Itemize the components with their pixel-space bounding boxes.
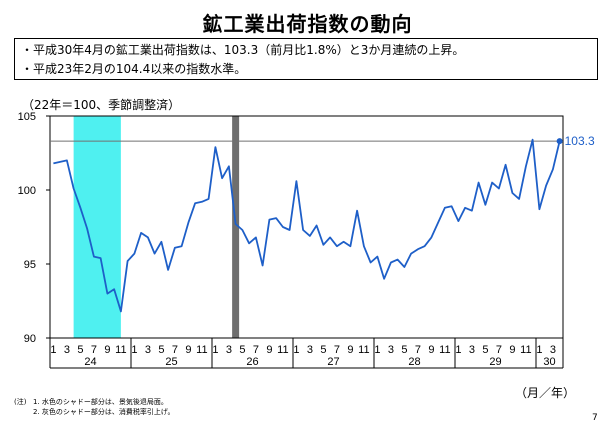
- month-tick-label: 9: [347, 344, 353, 356]
- month-tick-label: 3: [388, 344, 394, 356]
- month-tick-label: 9: [509, 344, 515, 356]
- month-tick-label: 5: [482, 344, 488, 356]
- month-tick-label: 1: [374, 344, 380, 356]
- x-axis-unit: （月／年）: [515, 386, 576, 400]
- month-tick-label: 7: [496, 344, 502, 356]
- month-tick-label: 5: [401, 344, 407, 356]
- month-tick-label: 3: [469, 344, 475, 356]
- year-label: 29: [489, 356, 501, 368]
- month-tick-label: 5: [239, 344, 245, 356]
- month-tick-label: 11: [520, 344, 531, 356]
- month-tick-label: 1: [293, 344, 299, 356]
- page-title: 鉱工業出荷指数の動向: [202, 12, 413, 36]
- month-tick-label: 3: [145, 344, 151, 356]
- month-tick-label: 5: [320, 344, 326, 356]
- month-tick-label: 1: [50, 344, 56, 356]
- plot-frame: [49, 115, 564, 339]
- y-tick-label: 95: [24, 259, 36, 271]
- footnote-label: (注): [14, 398, 27, 406]
- month-tick-label: 7: [334, 344, 340, 356]
- y-tick-label: 105: [18, 111, 36, 123]
- year-label: 25: [165, 356, 177, 368]
- year-label: 27: [327, 356, 339, 368]
- month-tick-label: 7: [172, 344, 178, 356]
- latest-value-label: 103.3: [565, 134, 595, 148]
- y-tick-label: 100: [18, 185, 36, 197]
- unit-note: （22年＝100、季節調整済）: [22, 98, 181, 112]
- page-number: 7: [592, 413, 598, 423]
- footnote-1: 1. 水色のシャドー部分は、景気後退局面。: [33, 398, 168, 406]
- latest-value-marker: [556, 138, 563, 145]
- month-tick-label: 1: [536, 344, 542, 356]
- year-label: 28: [408, 356, 420, 368]
- summary-line: ・平成30年4月の鉱工業出荷指数は、103.3（前月比1.8%）と3か月連続の上…: [21, 43, 465, 57]
- month-tick-label: 5: [77, 344, 83, 356]
- month-tick-label: 9: [428, 344, 434, 356]
- month-tick-label: 3: [307, 344, 313, 356]
- footnote-2: 2. 灰色のシャドー部分は、消費税率引上げ。: [33, 408, 175, 416]
- month-tick-label: 9: [266, 344, 272, 356]
- summary-line: ・平成23年2月の104.4以来の指数水準。: [21, 62, 247, 76]
- month-tick-label: 11: [439, 344, 450, 356]
- month-tick-label: 5: [158, 344, 164, 356]
- summary-box: ・平成30年4月の鉱工業出荷指数は、103.3（前月比1.8%）と3か月連続の上…: [14, 38, 598, 80]
- month-tick-label: 11: [358, 344, 369, 356]
- month-tick-label: 11: [196, 344, 207, 356]
- month-tick-label: 7: [253, 344, 259, 356]
- month-tick-label: 3: [550, 344, 556, 356]
- month-tick-label: 7: [91, 344, 97, 356]
- year-label: 24: [84, 356, 96, 368]
- month-tick-label: 9: [185, 344, 191, 356]
- month-tick-label: 1: [131, 344, 137, 356]
- recession-shade: [73, 116, 121, 338]
- series-line: [53, 138, 561, 313]
- footnotes: (注) 1. 水色のシャドー部分は、景気後退局面。 2. 灰色のシャドー部分は、消…: [14, 397, 175, 417]
- month-tick-label: 9: [104, 344, 110, 356]
- year-label: 26: [246, 356, 258, 368]
- tax-hike-shade: [232, 116, 240, 338]
- month-tick-label: 11: [277, 344, 288, 356]
- year-label: 30: [543, 356, 555, 368]
- month-tick-label: 3: [226, 344, 232, 356]
- month-tick-label: 3: [64, 344, 70, 356]
- month-tick-label: 1: [455, 344, 461, 356]
- month-tick-label: 11: [115, 344, 126, 356]
- month-tick-label: 1: [212, 344, 218, 356]
- y-tick-label: 90: [24, 333, 36, 345]
- month-tick-label: 7: [415, 344, 421, 356]
